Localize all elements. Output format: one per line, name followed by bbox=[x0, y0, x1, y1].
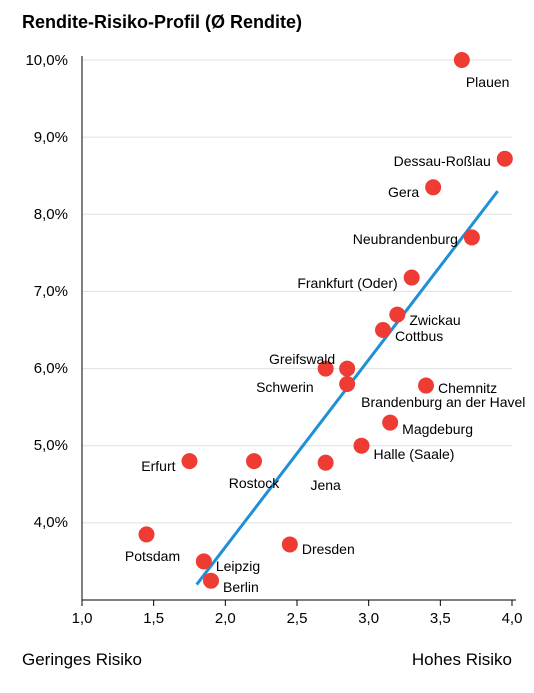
y-axis-tick-label: 5,0% bbox=[0, 437, 68, 454]
point-label: Magdeburg bbox=[402, 421, 473, 437]
point-label: Jena bbox=[310, 477, 340, 493]
point-marker bbox=[464, 229, 480, 245]
point-label: Frankfurt (Oder) bbox=[297, 275, 397, 291]
point-label: Erfurt bbox=[141, 458, 175, 474]
point-label: Cottbus bbox=[395, 328, 443, 344]
point-marker bbox=[404, 270, 420, 286]
point-label: Potsdam bbox=[125, 548, 180, 564]
y-axis-tick-label: 10,0% bbox=[0, 52, 68, 69]
point-marker bbox=[382, 415, 398, 431]
risk-label-low: Geringes Risiko bbox=[22, 650, 142, 670]
point-marker bbox=[339, 361, 355, 377]
point-marker bbox=[282, 536, 298, 552]
risk-label-high: Hohes Risiko bbox=[412, 650, 512, 670]
point-marker bbox=[425, 179, 441, 195]
point-marker bbox=[246, 453, 262, 469]
point-marker bbox=[203, 573, 219, 589]
point-marker bbox=[182, 453, 198, 469]
point-marker bbox=[196, 553, 212, 569]
point-marker bbox=[418, 378, 434, 394]
point-label: Rostock bbox=[229, 475, 280, 491]
point-marker bbox=[318, 455, 334, 471]
point-label: Chemnitz bbox=[438, 380, 497, 396]
x-axis-tick-label: 2,5 bbox=[277, 610, 317, 627]
x-axis-tick-label: 1,0 bbox=[62, 610, 102, 627]
point-label: Greifswald bbox=[269, 351, 335, 367]
point-label: Halle (Saale) bbox=[374, 446, 455, 462]
point-marker bbox=[497, 151, 513, 167]
point-label: Brandenburg an der Havel bbox=[361, 394, 525, 410]
point-label: Schwerin bbox=[256, 379, 314, 395]
point-label: Gera bbox=[388, 184, 419, 200]
point-label: Leipzig bbox=[216, 558, 260, 574]
point-marker bbox=[354, 438, 370, 454]
y-axis-tick-label: 6,0% bbox=[0, 360, 68, 377]
x-axis-tick-label: 3,5 bbox=[420, 610, 460, 627]
y-axis-tick-label: 4,0% bbox=[0, 514, 68, 531]
scatter-plot bbox=[0, 0, 534, 693]
chart-container: Rendite-Risiko-Profil (Ø Rendite) 4,0%5,… bbox=[0, 0, 534, 693]
x-axis-tick-label: 4,0 bbox=[492, 610, 532, 627]
point-marker bbox=[375, 322, 391, 338]
point-label: Zwickau bbox=[409, 312, 460, 328]
x-axis-tick-label: 3,0 bbox=[349, 610, 389, 627]
point-label: Dresden bbox=[302, 541, 355, 557]
point-label: Plauen bbox=[466, 74, 510, 90]
point-marker bbox=[389, 307, 405, 323]
y-axis-tick-label: 7,0% bbox=[0, 283, 68, 300]
point-marker bbox=[454, 52, 470, 68]
point-label: Berlin bbox=[223, 579, 259, 595]
point-label: Neubrandenburg bbox=[353, 231, 458, 247]
point-label: Dessau-Roßlau bbox=[394, 153, 491, 169]
y-axis-tick-label: 9,0% bbox=[0, 129, 68, 146]
point-marker bbox=[339, 376, 355, 392]
x-axis-tick-label: 2,0 bbox=[205, 610, 245, 627]
point-marker bbox=[139, 526, 155, 542]
y-axis-tick-label: 8,0% bbox=[0, 206, 68, 223]
x-axis-tick-label: 1,5 bbox=[134, 610, 174, 627]
